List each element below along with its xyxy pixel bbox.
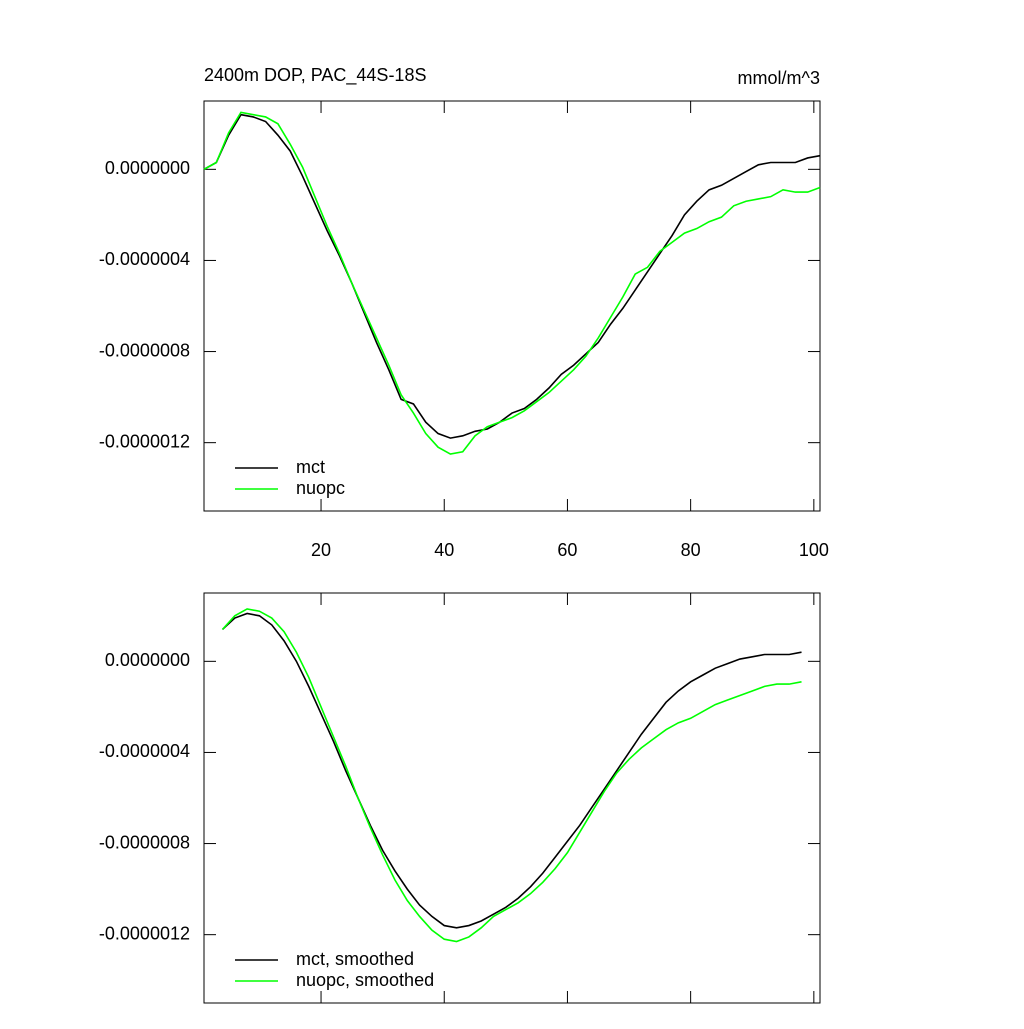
x-tick-label: 40 (434, 540, 454, 560)
y-tick-label: -0.0000012 (99, 923, 190, 943)
legend-label: nuopc, smoothed (296, 970, 434, 990)
x-tick-label: 20 (311, 540, 331, 560)
x-tick-label: 100 (799, 540, 829, 560)
y-tick-label: -0.0000008 (99, 340, 190, 360)
x-tick-label: 60 (557, 540, 577, 560)
plot-frame (203, 592, 821, 1004)
legend-label: nuopc (296, 478, 345, 498)
chart-title: 2400m DOP, PAC_44S-18S (204, 65, 426, 86)
series-line (203, 113, 821, 439)
series-line (221, 612, 802, 929)
units-label: mmol/m^3 (738, 68, 820, 88)
x-tick-label: 80 (681, 540, 701, 560)
plot-frame (203, 100, 821, 512)
y-tick-label: 0.0000000 (105, 650, 190, 670)
y-tick-label: -0.0000012 (99, 431, 190, 451)
y-tick-label: 0.0000000 (105, 158, 190, 178)
series-line (203, 111, 821, 455)
y-tick-label: -0.0000004 (99, 741, 190, 761)
series-line (221, 608, 802, 943)
legend-label: mct (296, 457, 325, 477)
y-tick-label: -0.0000004 (99, 249, 190, 269)
legend-label: mct, smoothed (296, 949, 414, 969)
y-tick-label: -0.0000008 (99, 832, 190, 852)
